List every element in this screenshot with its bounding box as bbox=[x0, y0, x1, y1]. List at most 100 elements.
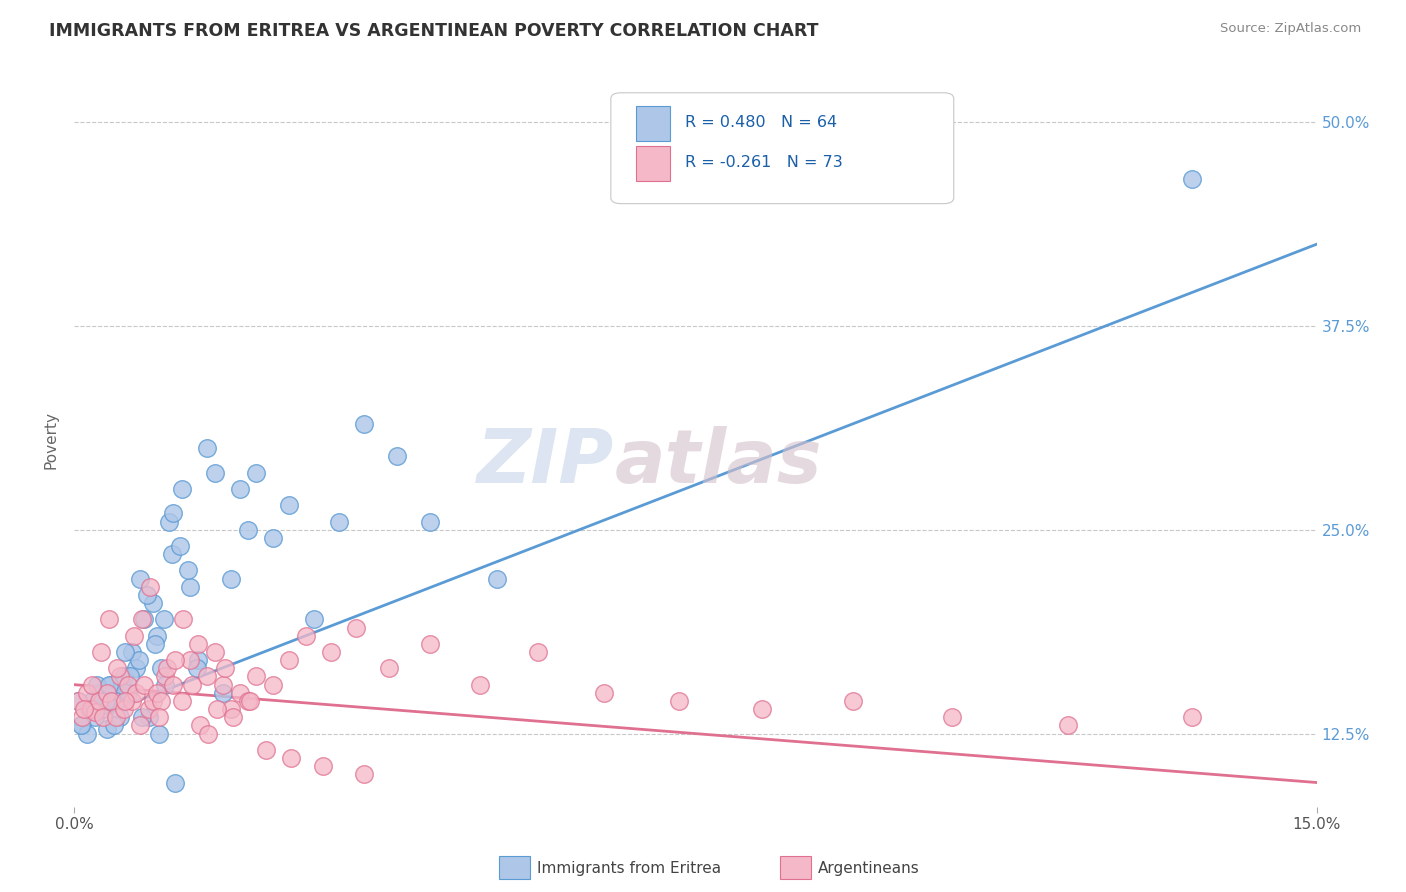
Point bbox=[328, 515, 350, 529]
Point bbox=[344, 621, 367, 635]
Point bbox=[148, 726, 170, 740]
Point bbox=[593, 686, 616, 700]
Point bbox=[112, 702, 135, 716]
Point bbox=[79, 702, 101, 716]
Point bbox=[90, 645, 112, 659]
Point bbox=[142, 694, 165, 708]
Point bbox=[86, 678, 108, 692]
FancyBboxPatch shape bbox=[636, 106, 671, 141]
Point bbox=[87, 686, 110, 700]
Point bbox=[108, 669, 131, 683]
Point bbox=[72, 718, 94, 732]
Point bbox=[79, 702, 101, 716]
Point bbox=[103, 718, 125, 732]
Point bbox=[97, 678, 120, 692]
Point bbox=[120, 669, 142, 683]
Point bbox=[82, 678, 104, 692]
Point bbox=[204, 645, 226, 659]
Point bbox=[468, 678, 491, 692]
Point bbox=[155, 669, 177, 683]
Point bbox=[73, 702, 96, 716]
Point bbox=[419, 515, 441, 529]
Point bbox=[170, 694, 193, 708]
Point bbox=[128, 653, 150, 667]
Point bbox=[165, 653, 187, 667]
FancyBboxPatch shape bbox=[610, 93, 953, 203]
Point bbox=[172, 612, 194, 626]
Point bbox=[72, 710, 94, 724]
Point bbox=[295, 629, 318, 643]
Point bbox=[91, 710, 114, 724]
Point bbox=[229, 686, 252, 700]
Point bbox=[67, 694, 90, 708]
Point bbox=[157, 515, 180, 529]
Text: Source: ZipAtlas.com: Source: ZipAtlas.com bbox=[1220, 22, 1361, 36]
Point bbox=[134, 612, 156, 626]
Point bbox=[67, 694, 90, 708]
Point bbox=[841, 694, 863, 708]
Point bbox=[139, 580, 162, 594]
Point bbox=[187, 653, 209, 667]
Point bbox=[319, 645, 342, 659]
Point bbox=[87, 694, 110, 708]
Point bbox=[229, 482, 252, 496]
Point bbox=[751, 702, 773, 716]
Point bbox=[131, 612, 153, 626]
Point bbox=[205, 702, 228, 716]
Point bbox=[197, 726, 219, 740]
Text: atlas: atlas bbox=[614, 425, 823, 499]
Point bbox=[104, 710, 127, 724]
Point bbox=[134, 678, 156, 692]
Text: Argentineans: Argentineans bbox=[818, 861, 920, 876]
Point bbox=[155, 678, 177, 692]
Point bbox=[121, 645, 143, 659]
Point bbox=[160, 547, 183, 561]
Point bbox=[280, 751, 302, 765]
Point bbox=[1057, 718, 1080, 732]
Point bbox=[1181, 172, 1204, 186]
Point bbox=[236, 694, 259, 708]
Point bbox=[117, 678, 139, 692]
Point bbox=[138, 702, 160, 716]
Point bbox=[188, 718, 211, 732]
Point bbox=[212, 678, 235, 692]
Point bbox=[170, 482, 193, 496]
Point bbox=[146, 686, 169, 700]
Point bbox=[77, 702, 100, 716]
Point bbox=[278, 653, 301, 667]
FancyBboxPatch shape bbox=[636, 145, 671, 181]
Point bbox=[378, 661, 401, 675]
Point bbox=[177, 564, 200, 578]
Point bbox=[117, 686, 139, 700]
Point bbox=[100, 694, 122, 708]
Point bbox=[214, 661, 236, 675]
Point bbox=[262, 678, 284, 692]
Point bbox=[239, 694, 262, 708]
Point bbox=[100, 678, 122, 692]
Text: R = 0.480   N = 64: R = 0.480 N = 64 bbox=[685, 115, 838, 129]
Point bbox=[187, 637, 209, 651]
Point bbox=[162, 678, 184, 692]
Point bbox=[112, 669, 135, 683]
Point bbox=[150, 694, 173, 708]
Point bbox=[114, 694, 136, 708]
Point bbox=[83, 706, 105, 720]
Point bbox=[485, 572, 508, 586]
Point bbox=[148, 710, 170, 724]
Point bbox=[304, 612, 326, 626]
Point bbox=[179, 580, 201, 594]
Point bbox=[195, 441, 218, 455]
Point bbox=[179, 653, 201, 667]
Point bbox=[104, 694, 127, 708]
Point bbox=[186, 661, 208, 675]
Point bbox=[69, 718, 91, 732]
Point bbox=[222, 710, 245, 724]
Point bbox=[82, 694, 104, 708]
Point bbox=[121, 694, 143, 708]
Point bbox=[94, 694, 117, 708]
Point bbox=[105, 661, 128, 675]
Point bbox=[165, 775, 187, 789]
Point bbox=[150, 661, 173, 675]
Point bbox=[96, 686, 118, 700]
Point bbox=[195, 669, 218, 683]
